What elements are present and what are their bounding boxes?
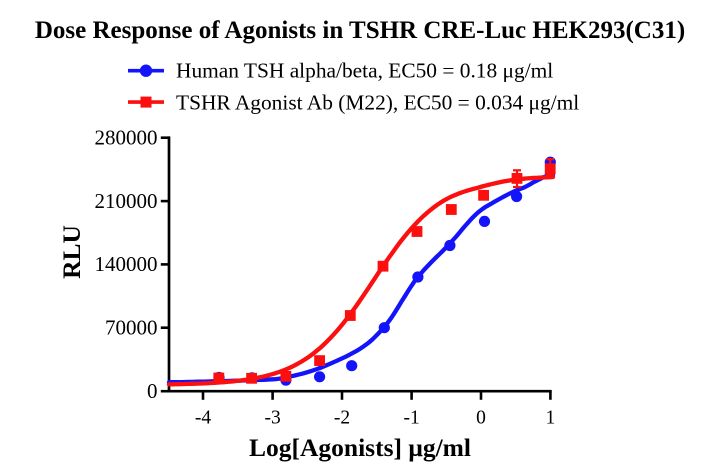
svg-text:0: 0 xyxy=(147,379,158,403)
svg-text:Dose Response of Agonists in T: Dose Response of Agonists in TSHR CRE-Lu… xyxy=(35,17,685,44)
svg-text:280000: 280000 xyxy=(95,126,158,150)
svg-text:TSHR Agonist Ab (M22), EC50 =: TSHR Agonist Ab (M22), EC50 = 0.034 μg/m… xyxy=(176,90,579,114)
svg-text:Human TSH alpha/beta, EC50 = 0: Human TSH alpha/beta, EC50 = 0.18 μg/ml xyxy=(176,59,553,83)
svg-text:70000: 70000 xyxy=(105,316,158,340)
svg-text:-4: -4 xyxy=(195,408,211,429)
svg-text:-2: -2 xyxy=(334,408,350,429)
svg-text:140000: 140000 xyxy=(95,252,158,276)
svg-text:-3: -3 xyxy=(264,408,280,429)
svg-text:1: 1 xyxy=(546,408,556,429)
svg-text:Log[Agonists] μg/ml: Log[Agonists] μg/ml xyxy=(249,433,471,462)
svg-text:210000: 210000 xyxy=(95,189,158,213)
svg-text:0: 0 xyxy=(476,408,486,429)
svg-text:RLU: RLU xyxy=(57,225,86,279)
svg-text:-1: -1 xyxy=(403,408,419,429)
